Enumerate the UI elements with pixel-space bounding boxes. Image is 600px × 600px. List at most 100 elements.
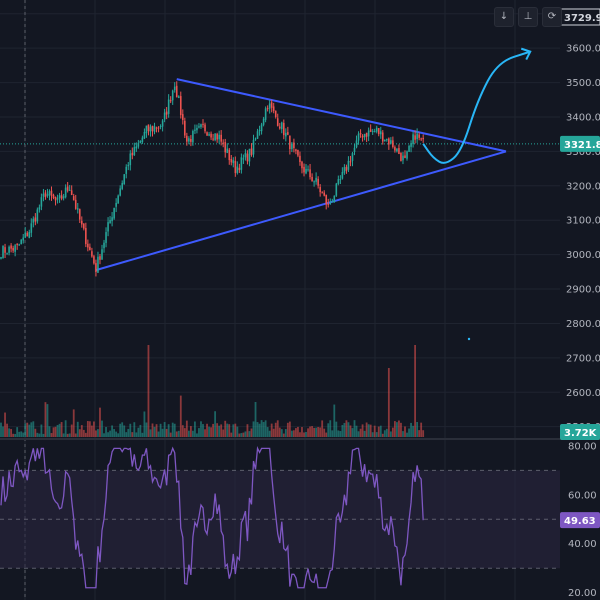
volume-bar [137, 427, 140, 437]
volume-bar [337, 430, 340, 437]
candle-body [64, 187, 67, 198]
volume-bar [313, 427, 315, 437]
volume-bar [18, 431, 21, 437]
volume-bar [58, 423, 61, 437]
candle-body [272, 106, 275, 112]
volume-bar [389, 431, 392, 437]
candle-body [48, 191, 51, 196]
volume-bar [232, 424, 235, 437]
volume-bar [305, 431, 307, 437]
candle-body [129, 153, 132, 166]
candle-body [280, 122, 283, 130]
candle-body [6, 253, 8, 255]
arrow-down-icon[interactable]: ↓ [494, 7, 514, 27]
volume-bar [10, 428, 12, 437]
candle-body [246, 153, 249, 162]
volume-bar [101, 420, 103, 437]
volume-bar [272, 428, 275, 437]
volume-bar [264, 420, 267, 437]
candle-body [337, 179, 340, 184]
candle-body [388, 138, 390, 145]
volume-bar [357, 431, 360, 437]
volume-bar [254, 401, 257, 437]
candle-body [58, 195, 61, 199]
candle-body [76, 208, 79, 210]
volume-bar [76, 421, 79, 437]
candle-body [224, 142, 227, 153]
candle-body [303, 166, 305, 173]
volume-bar [123, 425, 126, 437]
candle-body [155, 127, 158, 129]
candle-body [173, 86, 176, 91]
volume-bar [159, 423, 162, 437]
candle-body [169, 100, 172, 102]
rsi-value-badge: 49.63 [564, 516, 596, 527]
chart-toolbar: ↓ ⊥ ⟳ [494, 7, 562, 27]
candle-body [93, 256, 95, 264]
trendline-upper [176, 78, 507, 153]
volume-bar [72, 409, 75, 437]
candle-body [394, 147, 396, 151]
volume-bar [339, 431, 342, 437]
volume-bar [103, 433, 105, 437]
candle-body [34, 217, 37, 222]
candle-body [327, 203, 330, 205]
rsi-tick-label: 20.00 [568, 588, 597, 599]
pin-icon[interactable]: ⊥ [518, 7, 538, 27]
candle-body [119, 188, 121, 196]
candle-body [99, 256, 101, 260]
volume-bar [169, 432, 172, 437]
volume-bar [14, 433, 17, 437]
candle-body [416, 133, 418, 140]
candle-body [287, 132, 289, 135]
candle-body [353, 147, 356, 152]
candle-body [30, 223, 33, 233]
volume-bar [163, 422, 166, 437]
volume-bar [153, 426, 156, 437]
volume-bar [327, 423, 330, 437]
candle-body [234, 160, 237, 174]
refresh-icon[interactable]: ⟳ [542, 7, 562, 27]
volume-bar [20, 431, 23, 437]
volume-bar [115, 431, 118, 437]
candle-body [278, 126, 281, 129]
volume-bar [149, 429, 152, 437]
price-axis[interactable]: 3700.003600.003500.003400.003300.003200.… [560, 0, 600, 439]
volume-bar [299, 432, 301, 437]
volume-bar [224, 420, 227, 437]
volume-bar [32, 421, 35, 437]
candle-body [66, 186, 69, 191]
volume-bar [367, 424, 370, 437]
candle-body [85, 227, 87, 245]
volume-bar [349, 425, 352, 437]
candle-body [270, 102, 273, 108]
candle-body [220, 134, 222, 142]
volume-bar [109, 430, 111, 437]
price-tick-label: 2900.00 [566, 285, 600, 296]
volume-bar [107, 432, 109, 437]
volume-bar [218, 425, 221, 437]
candle-body [347, 160, 350, 170]
candle-body [256, 131, 259, 139]
volume-bar [204, 429, 206, 437]
volume-bar [141, 432, 144, 437]
candle-body [396, 148, 398, 152]
volume-bar [198, 428, 200, 437]
volume-bar [131, 432, 134, 437]
candle-body [192, 130, 194, 143]
candle-body [50, 190, 53, 196]
top-price-label-bg [560, 9, 600, 25]
volume-bar [226, 423, 229, 437]
candle-body [384, 139, 386, 142]
candle-body [260, 124, 263, 132]
candle-body [186, 135, 188, 142]
candle-body [18, 244, 20, 246]
volume-bar [375, 432, 378, 437]
volume-bar [70, 424, 73, 437]
volume-bar [26, 422, 29, 437]
candle-body [202, 123, 204, 125]
candle-body [335, 183, 338, 196]
volume-bar [187, 430, 190, 437]
candle-body [159, 126, 162, 128]
